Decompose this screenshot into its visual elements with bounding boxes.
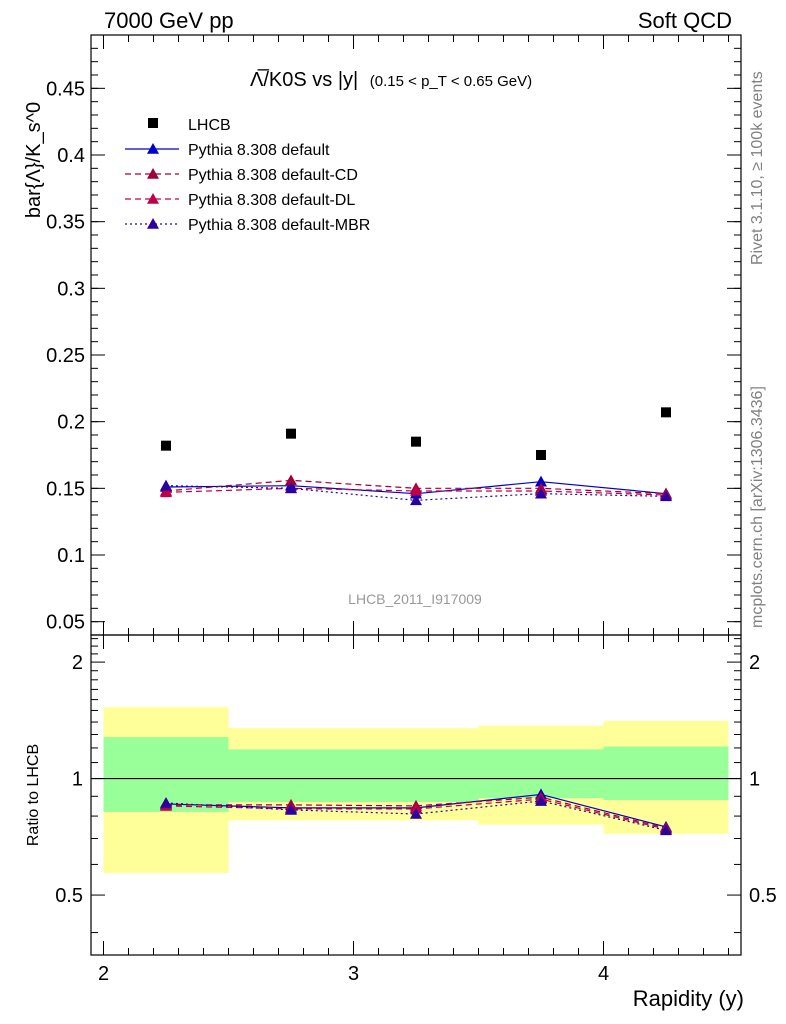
lhcb-data-point	[286, 428, 296, 439]
ratio-xtick-label: 2	[98, 963, 109, 985]
xlabel: Rapidity (y)	[633, 986, 744, 1011]
main-ytick-label: 0.4	[57, 145, 85, 167]
legend-marker	[147, 168, 159, 179]
ratio-xtick-label: 4	[598, 963, 609, 985]
ratio-bands	[103, 707, 729, 874]
ratio-ylabel: Ratio to LHCB	[25, 744, 42, 846]
ratio-series-marker	[660, 824, 672, 836]
ratio-axes: 0.5 0.5 1 1 2 2 2 3 4	[55, 634, 777, 985]
ratio-series-marker	[535, 795, 547, 806]
main-ytick-label: 0.25	[46, 345, 85, 367]
ratio-ytick-label-right: 0.5	[749, 885, 777, 907]
main-ytick-label: 0.2	[57, 412, 85, 434]
main-ytick-label: 0.45	[46, 78, 85, 100]
main-ytick-label: 0.05	[46, 612, 85, 634]
main-series-marker	[535, 475, 547, 487]
legend-label: Pythia 8.308 default-MBR	[188, 217, 370, 234]
ratio-ytick-label: 1	[72, 769, 83, 791]
legend-label: Pythia 8.308 default	[188, 142, 330, 159]
main-series	[160, 407, 672, 506]
header-right: Soft QCD	[638, 8, 732, 33]
main-title-sub: (0.15 < p_T < 0.65 GeV)	[370, 73, 532, 90]
main-ytick-label: 0.15	[46, 478, 85, 500]
main-series-marker	[160, 479, 172, 491]
lhcb-data-point	[161, 440, 171, 451]
main-title: Λ̅/K0S vs |y| (0.15 < p_T < 0.65 GeV)	[250, 68, 532, 91]
main-series-marker	[535, 487, 547, 499]
lhcb-data-point	[411, 436, 421, 447]
legend-label: Pythia 8.308 default-DL	[188, 192, 355, 209]
legend-label: LHCB	[188, 117, 231, 134]
ratio-band-inner	[228, 749, 479, 802]
legend-marker-lhcb	[148, 118, 158, 128]
main-series-marker	[285, 474, 297, 486]
main-series-marker	[410, 485, 422, 496]
rivet-label: Rivet 3.1.10, ≥ 100k events	[749, 71, 766, 265]
header-left: 7000 GeV pp	[104, 8, 234, 33]
lhcb-data-point	[661, 407, 671, 418]
ratio-series	[160, 788, 672, 836]
legend-label: Pythia 8.308 default-CD	[188, 167, 358, 184]
main-ytick-label: 0.3	[57, 278, 85, 300]
main-series-marker	[660, 490, 672, 502]
ratio-xtick-label: 3	[348, 963, 359, 985]
main-ytick-label: 0.35	[46, 212, 85, 234]
ratio-series-marker	[410, 807, 422, 819]
legend-marker	[147, 143, 159, 154]
ratio-series-marker	[285, 803, 297, 815]
main-title-main: Λ̅/K0S vs |y|	[250, 68, 358, 91]
ratio-ytick-label-right: 2	[749, 652, 760, 674]
ratio-ytick-label: 0.5	[55, 885, 83, 907]
ratio-series-marker	[160, 796, 172, 808]
main-series-marker	[160, 486, 172, 498]
mcplots-label: mcplots.cern.ch [arXiv:1306.3436]	[749, 386, 766, 628]
legend-marker	[147, 193, 159, 204]
legend-marker	[147, 218, 159, 229]
main-axes: 0.05 0.1 0.15 0.2 0.25 0.3 0.35 0.4 0.45	[46, 34, 742, 636]
main-series-marker	[410, 494, 422, 506]
lhcb-data-point	[536, 450, 546, 460]
ratio-ytick-label-right: 1	[749, 769, 760, 791]
analysis-watermark: LHCB_2011_I917009	[348, 591, 482, 607]
ratio-ytick-label: 2	[72, 652, 83, 674]
ratio-band-inner	[603, 746, 729, 801]
legend: LHCB Pythia 8.308 default Pythia 8.308 def…	[125, 117, 370, 234]
main-ylabel: bar{Λ}/K_s^0	[23, 102, 45, 218]
main-ytick-label: 0.1	[57, 545, 85, 567]
main-series-marker	[285, 482, 297, 494]
ratio-frame	[90, 634, 742, 956]
